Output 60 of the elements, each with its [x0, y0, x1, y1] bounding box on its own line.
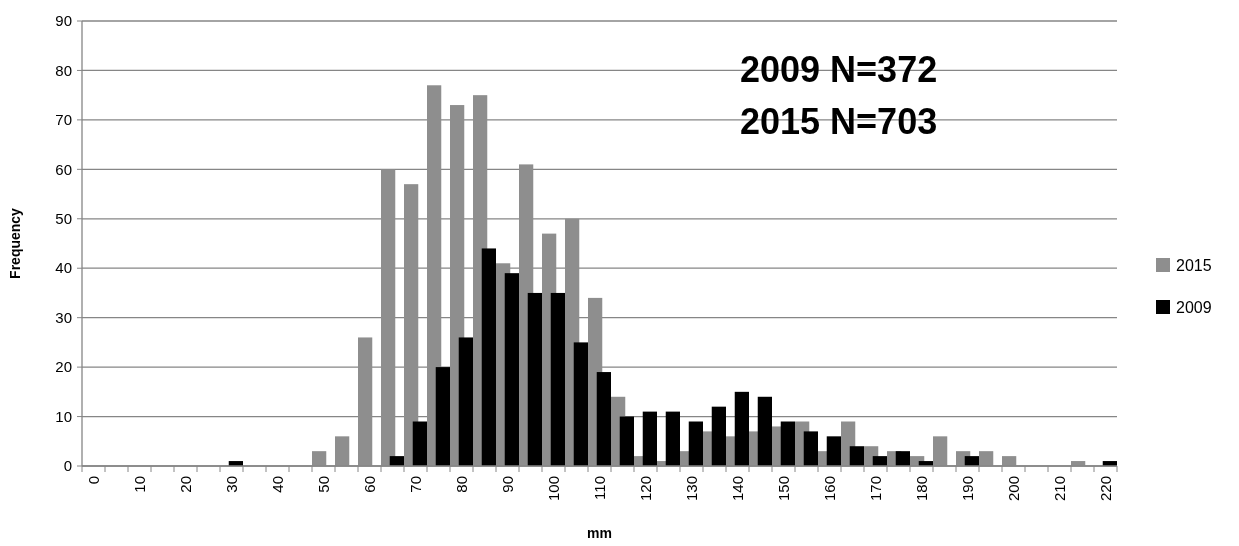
x-tick-label: 130 [682, 476, 700, 502]
bar [826, 436, 841, 466]
y-tick-label: 0 [63, 457, 72, 475]
bar [481, 248, 496, 466]
bar [619, 416, 634, 466]
bar [435, 367, 450, 466]
y-tick-label: 40 [55, 259, 72, 277]
legend-label: 2009 [1176, 298, 1212, 316]
x-tick-label: 170 [866, 476, 884, 502]
y-tick-label: 60 [55, 160, 72, 178]
annotation: 2015 N=703 [740, 101, 938, 142]
bar [757, 396, 772, 466]
bar [573, 342, 588, 466]
bar [780, 421, 795, 466]
bar [849, 446, 864, 466]
annotation: 2009 N=372 [740, 49, 938, 90]
x-tick-label: 190 [958, 476, 976, 502]
x-tick-label: 40 [268, 476, 286, 493]
bar [803, 431, 818, 466]
bar [458, 337, 473, 466]
y-tick-label: 30 [55, 308, 72, 326]
x-axis-title: mm [587, 525, 612, 541]
x-tick-label: 150 [774, 476, 792, 502]
y-tick-label: 50 [55, 210, 72, 228]
x-tick-label: 210 [1050, 476, 1068, 502]
x-tick-label: 20 [176, 476, 194, 493]
x-tick-label: 50 [314, 476, 332, 493]
bar [596, 372, 611, 466]
legend-label: 2015 [1176, 256, 1212, 274]
y-axis-title: Frequency [7, 207, 23, 279]
bar [665, 411, 680, 466]
x-tick-label: 100 [544, 476, 562, 502]
x-tick-label: 90 [498, 476, 516, 493]
x-tick-label: 0 [84, 476, 102, 485]
bar [642, 411, 657, 466]
x-tick-label: 160 [820, 476, 838, 502]
bar [550, 292, 565, 466]
bar [527, 292, 542, 466]
x-tick-label: 60 [360, 476, 378, 493]
bar [711, 406, 726, 466]
x-tick-label: 220 [1096, 476, 1114, 502]
y-tick-label: 70 [55, 111, 72, 129]
bar [895, 451, 910, 466]
bar [412, 421, 427, 466]
y-tick-label: 20 [55, 358, 72, 376]
bar [504, 273, 519, 466]
x-tick-label: 30 [222, 476, 240, 493]
x-tick-label: 70 [406, 476, 424, 493]
x-tick-label: 80 [452, 476, 470, 493]
x-tick-label: 200 [1004, 476, 1022, 502]
y-tick-label: 10 [55, 407, 72, 425]
bar [688, 421, 703, 466]
x-tick-label: 180 [912, 476, 930, 502]
y-tick-label: 80 [55, 61, 72, 79]
x-tick-label: 110 [590, 476, 608, 500]
x-tick-label: 120 [636, 476, 654, 502]
x-tick-label: 10 [130, 476, 148, 493]
x-tick-label: 140 [728, 476, 746, 502]
bar [734, 391, 749, 466]
y-tick-label: 90 [55, 12, 72, 30]
